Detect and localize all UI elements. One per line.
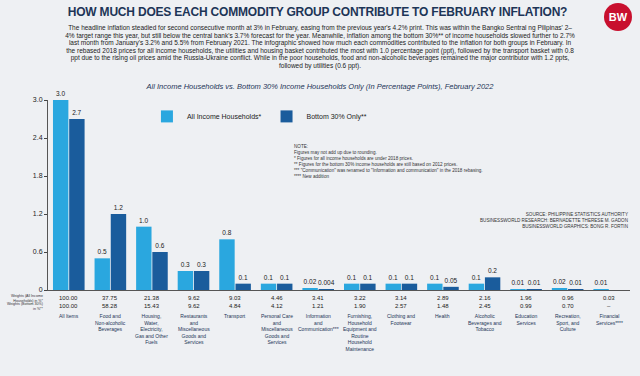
svg-text:Health: Health <box>435 313 450 319</box>
svg-text:3.0: 3.0 <box>56 90 65 97</box>
svg-text:0.1: 0.1 <box>363 274 372 281</box>
svg-text:Clothing andFootwear: Clothing andFootwear <box>387 313 415 326</box>
svg-text:1.8: 1.8 <box>33 172 43 179</box>
svg-text:NOTE:Figures may not add up du: NOTE:Figures may not add up due to round… <box>294 144 483 179</box>
svg-text:58.28: 58.28 <box>102 303 118 309</box>
svg-text:All Items: All Items <box>59 313 79 319</box>
svg-text:3.0: 3.0 <box>33 96 43 103</box>
svg-text:0.3: 0.3 <box>197 261 206 268</box>
svg-text:100.00: 100.00 <box>59 303 78 309</box>
svg-text:–: – <box>607 303 611 309</box>
svg-text:4.12: 4.12 <box>271 303 283 309</box>
svg-text:Recreation,Sport, andCulture: Recreation,Sport, andCulture <box>555 313 581 332</box>
svg-text:1.96: 1.96 <box>520 295 532 301</box>
svg-text:0.8: 0.8 <box>222 229 231 236</box>
svg-text:Housing,Water,Electricity,Gas: Housing,Water,Electricity,Gas and OtherF… <box>135 313 168 345</box>
svg-text:1.0: 1.0 <box>139 217 148 224</box>
svg-text:3.14: 3.14 <box>395 295 407 301</box>
svg-text:0.1: 0.1 <box>389 274 398 281</box>
svg-text:Weights (Bottom 30%)in %**: Weights (Bottom 30%)in %** <box>7 302 43 311</box>
svg-text:0.1: 0.1 <box>430 274 439 281</box>
svg-text:0.01: 0.01 <box>569 279 582 286</box>
svg-text:2.7: 2.7 <box>72 109 81 116</box>
svg-text:0.004: 0.004 <box>318 279 335 286</box>
svg-text:0.02: 0.02 <box>304 278 317 285</box>
svg-text:0.96: 0.96 <box>562 295 574 301</box>
svg-text:0.1: 0.1 <box>347 274 356 281</box>
svg-text:EducationServices: EducationServices <box>515 313 537 326</box>
svg-text:0.6: 0.6 <box>155 242 164 249</box>
svg-text:0.70: 0.70 <box>562 303 574 309</box>
svg-text:0.01: 0.01 <box>511 279 524 286</box>
svg-text:RestaurantsandMiscellaneousGoo: RestaurantsandMiscellaneousGoods andServ… <box>178 313 210 345</box>
svg-text:0.1: 0.1 <box>280 274 289 281</box>
svg-text:1.90: 1.90 <box>354 303 366 309</box>
svg-text:1.2: 1.2 <box>33 210 43 217</box>
svg-text:SOURCE: PHILIPPINE STATISTICS: SOURCE: PHILIPPINE STATISTICS AUTHORITYB… <box>480 212 628 229</box>
svg-text:100.00: 100.00 <box>59 295 78 301</box>
svg-text:2.16: 2.16 <box>479 295 491 301</box>
svg-text:9.03: 9.03 <box>229 295 241 301</box>
svg-text:0.1: 0.1 <box>238 274 247 281</box>
svg-text:Bottom 30% Only**: Bottom 30% Only** <box>307 113 367 121</box>
svg-text:0.1: 0.1 <box>405 274 414 281</box>
svg-text:1.21: 1.21 <box>312 303 324 309</box>
svg-text:3.41: 3.41 <box>312 295 324 301</box>
svg-text:2.4: 2.4 <box>33 134 43 141</box>
svg-text:AlcoholicBeverages andTobacco: AlcoholicBeverages andTobacco <box>468 313 502 332</box>
svg-text:2.45: 2.45 <box>479 303 491 309</box>
svg-text:0.1: 0.1 <box>264 274 273 281</box>
svg-text:21.38: 21.38 <box>144 295 160 301</box>
svg-text:1.2: 1.2 <box>114 204 123 211</box>
svg-text:0.02: 0.02 <box>553 278 566 285</box>
svg-text:3.22: 3.22 <box>354 295 366 301</box>
svg-text:0.03: 0.03 <box>603 295 615 301</box>
svg-text:37.75: 37.75 <box>102 295 118 301</box>
svg-text:All Income Households*: All Income Households* <box>187 113 262 120</box>
svg-text:InformationandCommunication***: InformationandCommunication*** <box>298 313 339 332</box>
svg-text:0: 0 <box>39 286 43 293</box>
svg-text:2.57: 2.57 <box>395 303 407 309</box>
svg-text:0.01: 0.01 <box>528 279 541 286</box>
svg-text:9.62: 9.62 <box>188 295 200 301</box>
svg-text:0.1: 0.1 <box>472 274 481 281</box>
svg-text:All Income Households vs. Bott: All Income Households vs. Bottom 30% Inc… <box>146 82 495 91</box>
svg-text:0.3: 0.3 <box>181 261 190 268</box>
svg-text:Weights (All IncomeHouseholds): Weights (All IncomeHouseholds) in %* <box>11 294 43 303</box>
svg-text:2.89: 2.89 <box>437 295 449 301</box>
svg-text:0.99: 0.99 <box>520 303 532 309</box>
svg-text:Personal CareandMiscellaneousG: Personal CareandMiscellaneousGoods andSe… <box>261 313 293 345</box>
svg-text:0.6: 0.6 <box>33 248 43 255</box>
svg-text:0.2: 0.2 <box>488 267 497 274</box>
svg-text:4.84: 4.84 <box>229 303 241 309</box>
svg-text:4.46: 4.46 <box>271 295 283 301</box>
svg-text:FinancialServices****: FinancialServices**** <box>596 313 623 326</box>
svg-text:15.43: 15.43 <box>144 303 160 309</box>
svg-text:9.62: 9.62 <box>188 303 200 309</box>
svg-text:0.05: 0.05 <box>445 277 458 284</box>
svg-text:Furnishing,HouseholdEquipment: Furnishing,HouseholdEquipment andRoutine… <box>343 313 377 352</box>
svg-text:0.01: 0.01 <box>595 279 608 286</box>
svg-text:Food andNon-alcoholicBeverages: Food andNon-alcoholicBeverages <box>95 313 126 332</box>
svg-text:1.48: 1.48 <box>437 303 449 309</box>
svg-text:0.5: 0.5 <box>98 248 107 255</box>
svg-text:Transport: Transport <box>224 313 246 319</box>
